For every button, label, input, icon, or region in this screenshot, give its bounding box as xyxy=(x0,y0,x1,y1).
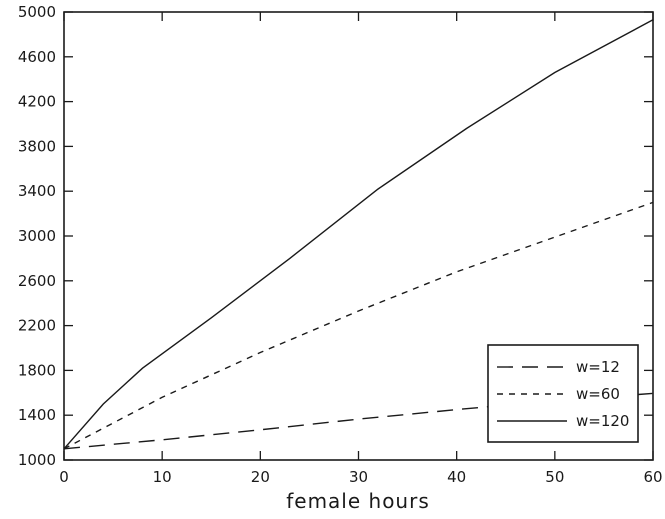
y-tick-label: 5000 xyxy=(18,3,56,21)
y-tick-label: 3800 xyxy=(18,137,56,155)
y-tick-label: 2200 xyxy=(18,317,56,335)
legend-label: w=60 xyxy=(576,385,620,403)
series-line-w-120 xyxy=(63,19,654,450)
legend: w=12 w=60 w=120 xyxy=(487,344,639,443)
series-layer xyxy=(63,19,654,450)
y-tick-label: 3400 xyxy=(18,182,56,200)
x-tick-label: 10 xyxy=(153,468,172,486)
x-tick-label: 20 xyxy=(251,468,270,486)
x-axis: 0 10 20 30 40 50 60 xyxy=(59,12,663,486)
y-tick-label: 2600 xyxy=(18,272,56,290)
x-axis-title: female hours xyxy=(286,489,430,513)
y-tick-label: 1400 xyxy=(18,406,56,424)
legend-label: w=12 xyxy=(576,358,620,376)
y-axis: 1000 1400 1800 2200 2600 3000 3400 3800 4200 4600… xyxy=(18,3,653,469)
y-tick-label: 3000 xyxy=(18,227,56,245)
y-tick-label: 1800 xyxy=(18,361,56,379)
y-tick-label: 4200 xyxy=(18,93,56,111)
y-tick-label: 1000 xyxy=(18,451,56,469)
x-tick-label: 50 xyxy=(545,468,564,486)
y-tick-label: 4600 xyxy=(18,48,56,66)
x-tick-label: 60 xyxy=(643,468,662,486)
x-tick-label: 40 xyxy=(447,468,466,486)
series-line-w-60 xyxy=(63,201,654,450)
x-tick-label: 0 xyxy=(59,468,69,486)
legend-label: w=120 xyxy=(576,412,629,430)
x-tick-label: 30 xyxy=(349,468,368,486)
